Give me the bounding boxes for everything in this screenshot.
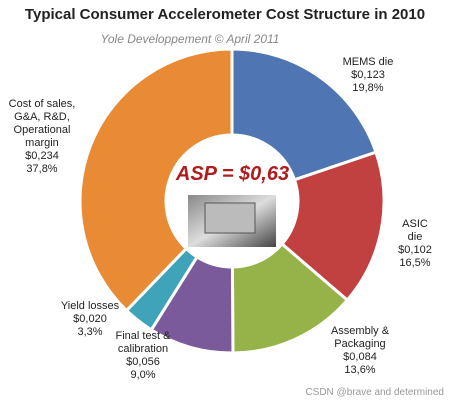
category-label: ASIC die <box>402 218 428 243</box>
chart-subtitle: Yole Developpement © April 2011 <box>100 32 280 46</box>
center-label: ASP = $0,63 <box>175 163 290 185</box>
category-label: Cost of sales, G&A, R&D, Operational mar… <box>8 98 76 149</box>
slice-label: Yield losses $0,020 3,3% <box>61 300 119 339</box>
slice-label: Assembly & Packaging $0,084 13,6% <box>331 325 389 377</box>
category-label: MEMS die <box>342 56 394 68</box>
cost-label: $0,020 <box>73 313 107 325</box>
watermark: CSDN @brave and determined <box>305 387 444 398</box>
donut-slice <box>78 47 234 313</box>
slice-label: MEMS die $0,123 19,8% <box>343 56 394 95</box>
cost-label: $0,102 <box>398 244 432 256</box>
percent-label: 13,6% <box>344 364 376 376</box>
chip-die <box>204 202 256 234</box>
cost-label: $0,234 <box>25 150 59 162</box>
category-label: Assembly & Packaging <box>330 325 390 350</box>
cost-label: $0,056 <box>126 356 160 368</box>
slice-label: Final test & calibration $0,056 9,0% <box>115 330 170 382</box>
cost-label: $0,084 <box>343 351 377 363</box>
percent-label: 16,5% <box>399 257 431 269</box>
percent-label: 9,0% <box>130 369 156 381</box>
percent-label: 3,3% <box>77 326 103 338</box>
donut-slice <box>279 150 386 303</box>
percent-label: 37,8% <box>26 163 58 175</box>
slice-label: Cost of sales, G&A, R&D, Operational mar… <box>9 98 76 176</box>
chart-title: Typical Consumer Accelerometer Cost Stru… <box>24 6 426 23</box>
category-label: Yield losses <box>60 300 120 312</box>
slice-label: ASIC die $0,102 16,5% <box>398 218 433 270</box>
percent-label: 19,8% <box>352 82 384 94</box>
cost-label: $0,123 <box>351 69 385 81</box>
category-label: Final test & calibration <box>115 330 171 355</box>
donut-slice <box>230 47 378 182</box>
